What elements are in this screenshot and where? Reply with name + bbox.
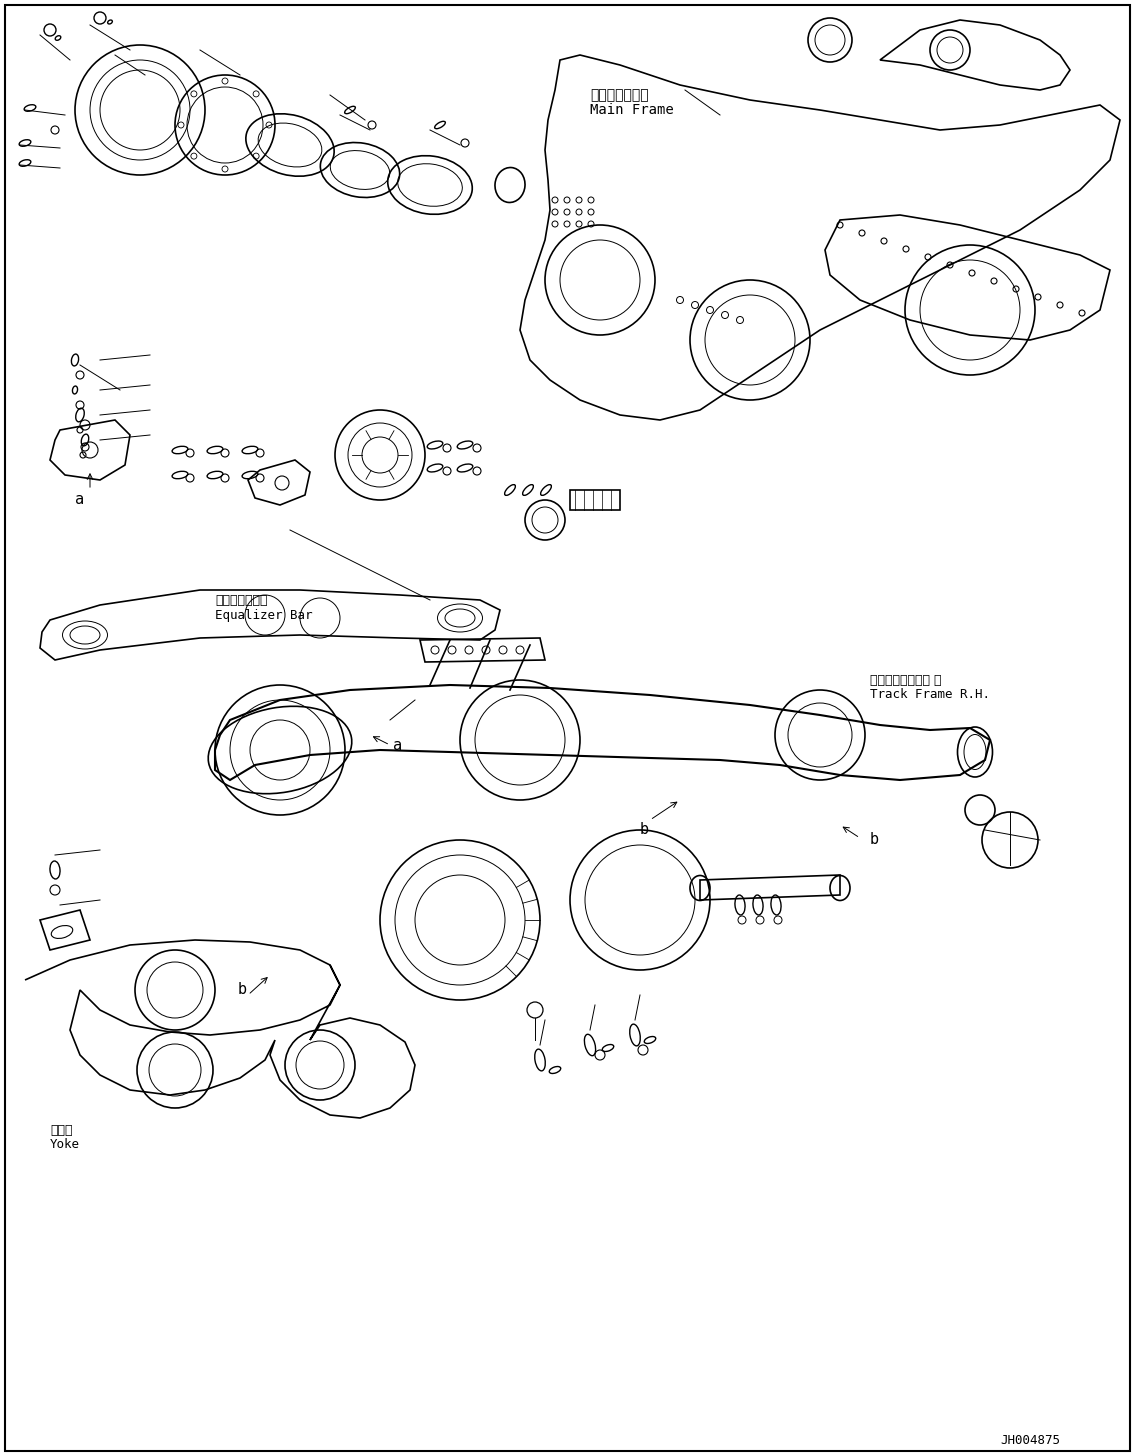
Text: b: b: [871, 833, 880, 847]
Text: Track Frame R.H.: Track Frame R.H.: [871, 689, 990, 702]
Text: トラックフレーム 右: トラックフレーム 右: [871, 674, 942, 686]
Text: b: b: [640, 823, 649, 837]
Text: JH004875: JH004875: [1000, 1434, 1060, 1446]
Text: Main Frame: Main Frame: [590, 103, 674, 116]
Text: メインフレーム: メインフレーム: [590, 87, 648, 102]
Text: Equalizer Bar: Equalizer Bar: [215, 609, 312, 622]
Text: a: a: [75, 492, 84, 508]
Text: Yoke: Yoke: [50, 1139, 79, 1152]
Text: b: b: [238, 983, 247, 997]
Text: イコライザバー: イコライザバー: [215, 594, 268, 607]
Text: a: a: [393, 738, 402, 753]
Text: ヨーク: ヨーク: [50, 1124, 73, 1137]
